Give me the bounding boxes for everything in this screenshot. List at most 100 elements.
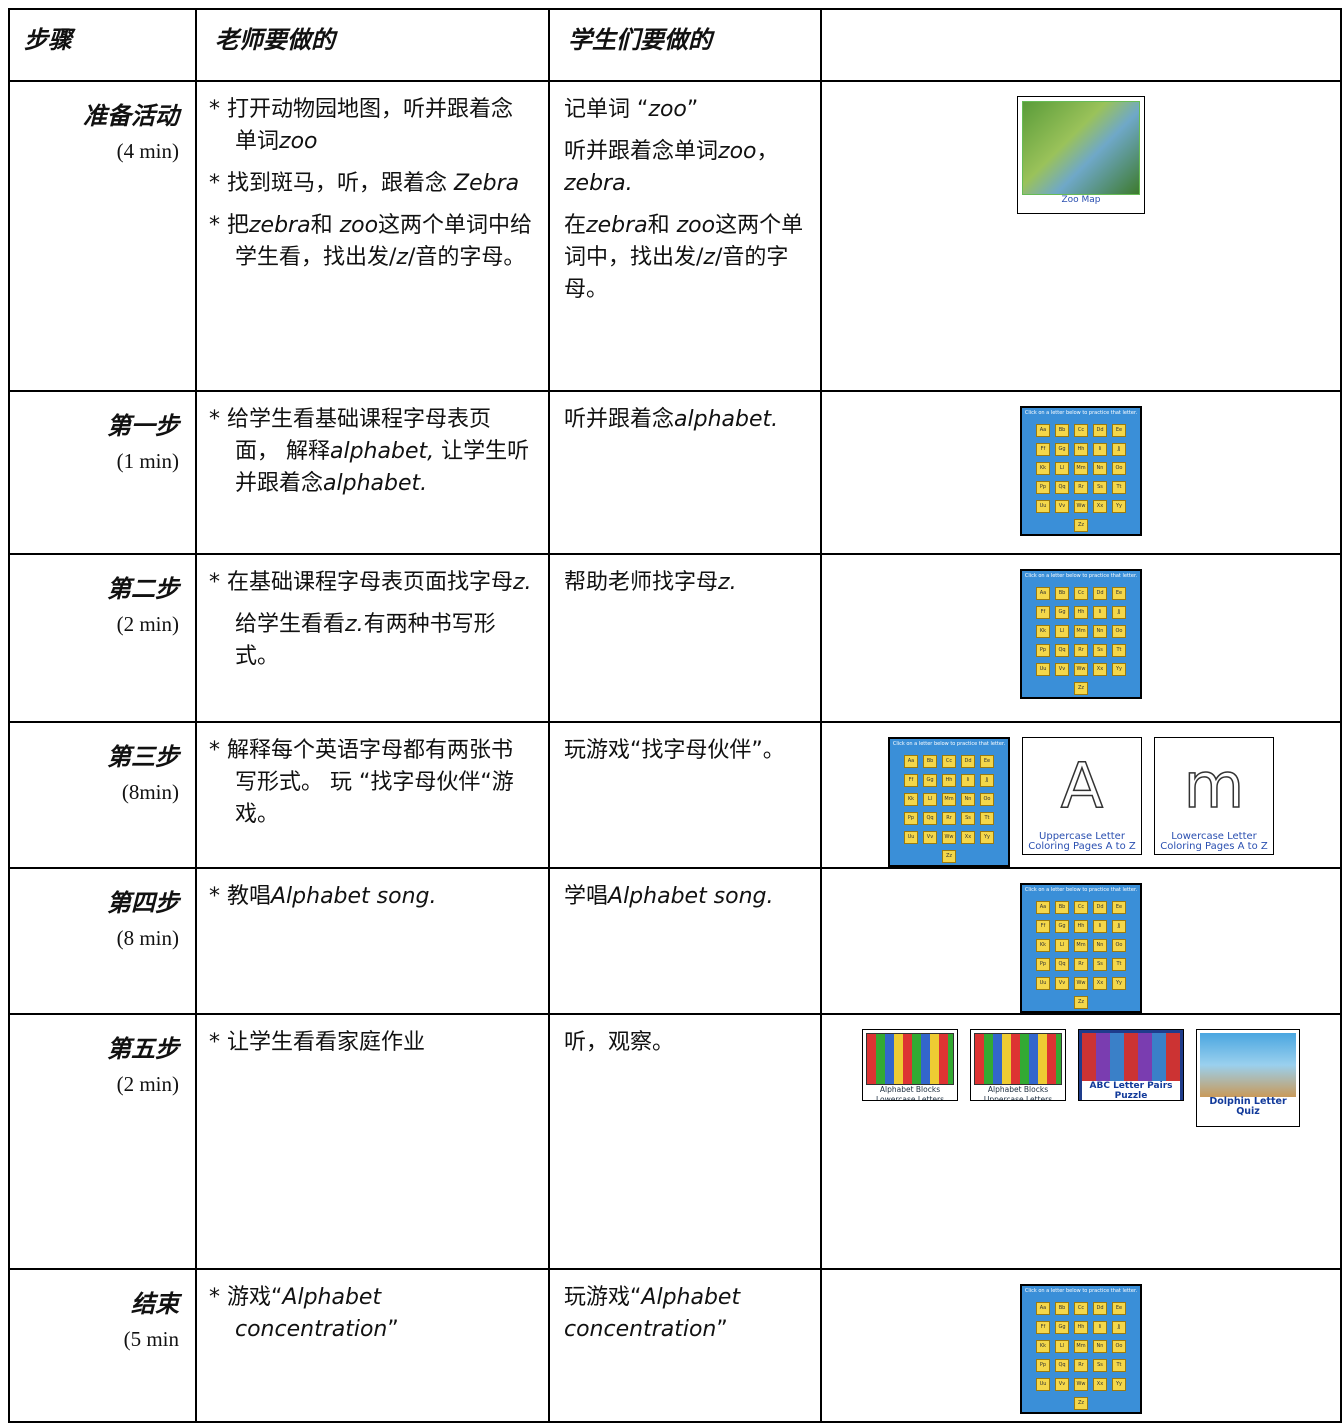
puzzle-thumbnail: ABC Letter Pairs Puzzle <box>1078 1029 1184 1101</box>
letter-tile: Yy <box>1112 663 1126 676</box>
resource-cell: Alphabet Blocks Lowercase Letters Alphabe… <box>820 1013 1342 1270</box>
letter-tile: Yy <box>1112 500 1126 513</box>
letter-tile: Qq <box>923 812 937 825</box>
letter-tile: Aa <box>1036 424 1050 437</box>
student-cell: 玩游戏“Alphabet concentration” <box>548 1268 822 1423</box>
letter-tile: Rr <box>1074 644 1088 657</box>
teacher-text: * 让学生看看家庭作业 <box>209 1030 425 1055</box>
step-time: (8min) <box>121 780 179 804</box>
thumbnails: Click on a letter below to practice that… <box>832 569 1330 699</box>
step-name: 第三步 <box>107 743 179 771</box>
step-cell: 第三步 (8min) <box>8 721 197 869</box>
header-cell <box>820 8 1342 82</box>
letter-tile: Vv <box>923 831 937 844</box>
student-cell: 玩游戏“找字母伙伴”。 <box>548 721 822 869</box>
letter-tile: Rr <box>1074 1359 1088 1372</box>
teacher-text: * 在基础课程字母表页面找字母z. <box>209 570 532 595</box>
letter-tile: Uu <box>1036 977 1050 990</box>
letter-tile: Yy <box>980 831 994 844</box>
letter-tile: Oo <box>1112 625 1126 638</box>
student-cell: 帮助老师找字母z. <box>548 553 822 723</box>
letter-tile: Ff <box>1036 920 1050 933</box>
letter-tile: Hh <box>1074 920 1088 933</box>
teacher-text: * 给学生看基础课程字母表页面， 解释alphabet, 让学生听并跟着念alp… <box>209 407 530 496</box>
letter-tile: Gg <box>1055 1321 1069 1334</box>
step-cell: 第二步 (2 min) <box>8 553 197 723</box>
teacher-cell: * 打开动物园地图，听并跟着念单词zoo * 找到斑马，听，跟着念 Zebra * … <box>195 80 550 392</box>
letter-tile: Tt <box>1112 958 1126 971</box>
alphabet-thumbnail: Click on a letter below to practice that… <box>1020 1284 1142 1414</box>
step-time: (8 min) <box>116 926 179 950</box>
letter-tile: Jj <box>980 774 994 787</box>
letter-tile: Rr <box>942 812 956 825</box>
letter-tile: Vv <box>1055 500 1069 513</box>
student-text: 玩游戏“Alphabet concentration” <box>564 1285 741 1342</box>
step-name: 准备活动 <box>83 102 179 130</box>
letter-tile: Oo <box>1112 1340 1126 1353</box>
step-name: 第二步 <box>107 575 179 603</box>
thumbnail-picture <box>1200 1033 1296 1097</box>
letter-tile: Cc <box>1074 587 1088 600</box>
student-cell: 学唱Alphabet song. <box>548 867 822 1015</box>
letter-tile: Oo <box>1112 462 1126 475</box>
thumbnail-caption: Alphabet Blocks Lowercase Letters <box>875 1085 945 1101</box>
letter-tile: Zz <box>1074 1397 1088 1410</box>
letter-tile: Pp <box>904 812 918 825</box>
letter-tile: Rr <box>1074 481 1088 494</box>
thumbnail-caption: Alphabet Blocks Uppercase Letters <box>983 1085 1053 1101</box>
letter-tile: Cc <box>942 755 956 768</box>
letter-tile: Ww <box>942 831 956 844</box>
coloring-thumbnail: A Uppercase Letter Coloring Pages A to Z <box>1022 737 1142 855</box>
letter-tile: Ff <box>904 774 918 787</box>
letter-tiles: Aa Bb Cc Dd Ee Ff Gg Hh Ii Jj Kk Ll Mm Nn Oo Pp Qq Rr Ss Tt… <box>892 755 1006 863</box>
letter-tile: Ss <box>1093 644 1107 657</box>
letter-tile: Mm <box>942 793 956 806</box>
header-cell: 老师要做的 <box>195 8 550 82</box>
letter-tile: Xx <box>1093 500 1107 513</box>
letter-tile: Ll <box>1055 1340 1069 1353</box>
letter-tile: Ss <box>1093 481 1107 494</box>
thumbnails: Click on a letter below to practice that… <box>832 737 1330 867</box>
letter-tile: Uu <box>1036 1378 1050 1391</box>
letter-tile: Xx <box>1093 977 1107 990</box>
student-text: 听，观察。 <box>564 1030 675 1055</box>
teacher-text: * 打开动物园地图，听并跟着念单词zoo <box>209 97 513 154</box>
letter-tile: Tt <box>980 812 994 825</box>
thumbnail-title: Click on a letter below to practice that… <box>1024 573 1138 579</box>
letter-tile: Ww <box>1074 500 1088 513</box>
letter-tile: Hh <box>942 774 956 787</box>
student-text: 听并跟着念alphabet. <box>564 407 779 432</box>
map-picture <box>1022 101 1140 195</box>
letter-tile: Nn <box>1093 939 1107 952</box>
letter-tile: Hh <box>1074 443 1088 456</box>
letter-tiles: Aa Bb Cc Dd Ee Ff Gg Hh Ii Jj Kk Ll Mm Nn Oo Pp Qq Rr Ss Tt… <box>1024 1302 1138 1410</box>
letter-tile: Dd <box>1093 424 1107 437</box>
letter-tile: Mm <box>1074 939 1088 952</box>
thumbnails: Alphabet Blocks Lowercase Letters Alphabe… <box>832 1029 1330 1127</box>
thumbnails: Zoo Map <box>832 96 1330 214</box>
letter-tile: Bb <box>1055 1302 1069 1315</box>
letter-tile: Ll <box>1055 462 1069 475</box>
teacher-cell: * 在基础课程字母表页面找字母z. 给学生看看z.有两种书写形式。 <box>195 553 550 723</box>
resource-cell: Click on a letter below to practice that… <box>820 390 1342 555</box>
letter-tile: Bb <box>1055 901 1069 914</box>
letter-tile: Pp <box>1036 958 1050 971</box>
student-cell: 听并跟着念alphabet. <box>548 390 822 555</box>
student-cell: 记单词 “zoo” 听并跟着念单词zoo，zebra. 在zebra和 zoo这两个… <box>548 80 822 392</box>
letter-tile: Ee <box>1112 587 1126 600</box>
table-body: 准备活动 (4 min) * 打开动物园地图，听并跟着念单词zoo * 找到斑马，听，… <box>8 80 1342 1423</box>
letter-tile: Ss <box>961 812 975 825</box>
resource-cell: Click on a letter below to practice that… <box>820 867 1342 1015</box>
step-time: (2 min) <box>116 612 179 636</box>
letter-tile: Bb <box>1055 587 1069 600</box>
letter-tile: Ff <box>1036 606 1050 619</box>
letter-tiles: Aa Bb Cc Dd Ee Ff Gg Hh Ii Jj Kk Ll Mm Nn Oo Pp Qq Rr Ss Tt… <box>1024 901 1138 1009</box>
letter-tile: Ee <box>1112 901 1126 914</box>
teacher-cell: * 让学生看看家庭作业 <box>195 1013 550 1270</box>
letter-tile: Ee <box>980 755 994 768</box>
letter-tile: Bb <box>923 755 937 768</box>
letter-tile: Zz <box>1074 682 1088 695</box>
letter-tile: Tt <box>1112 1359 1126 1372</box>
teacher-text: * 教唱Alphabet song. <box>209 884 437 909</box>
thumbnail-title: Click on a letter below to practice that… <box>1024 887 1138 893</box>
